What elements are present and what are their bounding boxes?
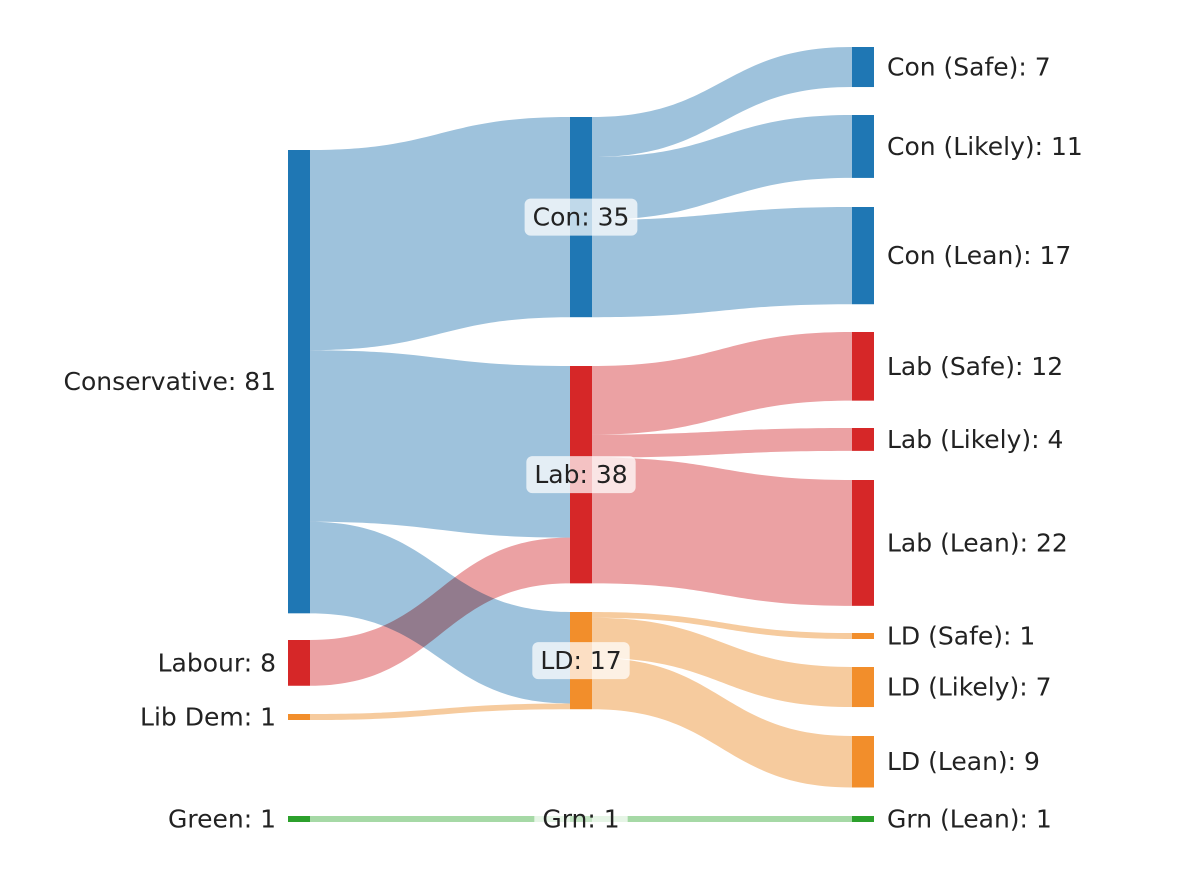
link-lab-to-lab_lean bbox=[592, 457, 852, 606]
link-labour-to-lab bbox=[310, 537, 570, 686]
node-conservative bbox=[288, 150, 310, 614]
label-bg-grn bbox=[534, 800, 628, 838]
link-grn-to-grn_lean bbox=[592, 816, 852, 822]
label-bg-con bbox=[524, 198, 638, 236]
label-ld_lean: LD (Lean): 9 bbox=[887, 747, 1040, 776]
label-ld_safe: LD (Safe): 1 bbox=[887, 622, 1035, 651]
nodes-layer bbox=[288, 47, 874, 822]
node-ld_safe bbox=[852, 633, 874, 639]
node-ld_lean bbox=[852, 736, 874, 788]
label-libdem: Lib Dem: 1 bbox=[140, 703, 276, 732]
node-lab_safe bbox=[852, 332, 874, 401]
link-con-to-con_lean bbox=[592, 207, 852, 318]
label-labour: Labour: 8 bbox=[158, 648, 276, 677]
link-conservative-to-con bbox=[310, 117, 570, 351]
label-bg-ld bbox=[532, 642, 630, 680]
node-con_likely bbox=[852, 115, 874, 178]
link-conservative-to-lab bbox=[310, 350, 570, 538]
node-grn_lean bbox=[852, 816, 874, 822]
link-libdem-to-ld bbox=[310, 703, 570, 720]
link-green-to-grn bbox=[310, 816, 570, 822]
node-lab_lean bbox=[852, 480, 874, 606]
label-con_lean: Con (Lean): 17 bbox=[887, 241, 1071, 270]
node-con_lean bbox=[852, 207, 874, 305]
label-grn_lean: Grn (Lean): 1 bbox=[887, 805, 1052, 834]
node-ld_likely bbox=[852, 667, 874, 708]
link-con-to-con_safe bbox=[592, 47, 852, 158]
label-grn: Grn: 1 bbox=[542, 805, 619, 834]
label-conservative: Conservative: 81 bbox=[64, 367, 277, 396]
link-con-to-con_likely bbox=[592, 115, 852, 220]
link-ld-to-ld_safe bbox=[592, 612, 852, 639]
label-lab_safe: Lab (Safe): 12 bbox=[887, 352, 1063, 381]
node-con_safe bbox=[852, 47, 874, 88]
label-lab: Lab: 38 bbox=[534, 460, 627, 489]
label-ld: LD: 17 bbox=[540, 646, 621, 675]
labels-layer: Conservative: 81 Labour: 8 Lib Dem: 1 Green… bbox=[64, 53, 1083, 838]
label-bg-lab bbox=[526, 456, 636, 494]
link-ld-to-ld_lean bbox=[592, 657, 852, 788]
link-lab-to-lab_safe bbox=[592, 332, 852, 435]
links-layer bbox=[310, 47, 852, 822]
label-con: Con: 35 bbox=[533, 203, 630, 232]
label-con_safe: Con (Safe): 7 bbox=[887, 53, 1051, 82]
node-libdem bbox=[288, 714, 310, 720]
label-con_likely: Con (Likely): 11 bbox=[887, 132, 1083, 161]
link-lab-to-lab_likely bbox=[592, 428, 852, 458]
node-green bbox=[288, 816, 310, 822]
label-ld_likely: LD (Likely): 7 bbox=[887, 673, 1052, 702]
label-lab_likely: Lab (Likely): 4 bbox=[887, 425, 1063, 454]
node-lab_likely bbox=[852, 428, 874, 451]
link-ld-to-ld_likely bbox=[592, 617, 852, 708]
label-green: Green: 1 bbox=[168, 805, 276, 834]
label-lab_lean: Lab (Lean): 22 bbox=[887, 528, 1068, 557]
node-labour bbox=[288, 640, 310, 686]
